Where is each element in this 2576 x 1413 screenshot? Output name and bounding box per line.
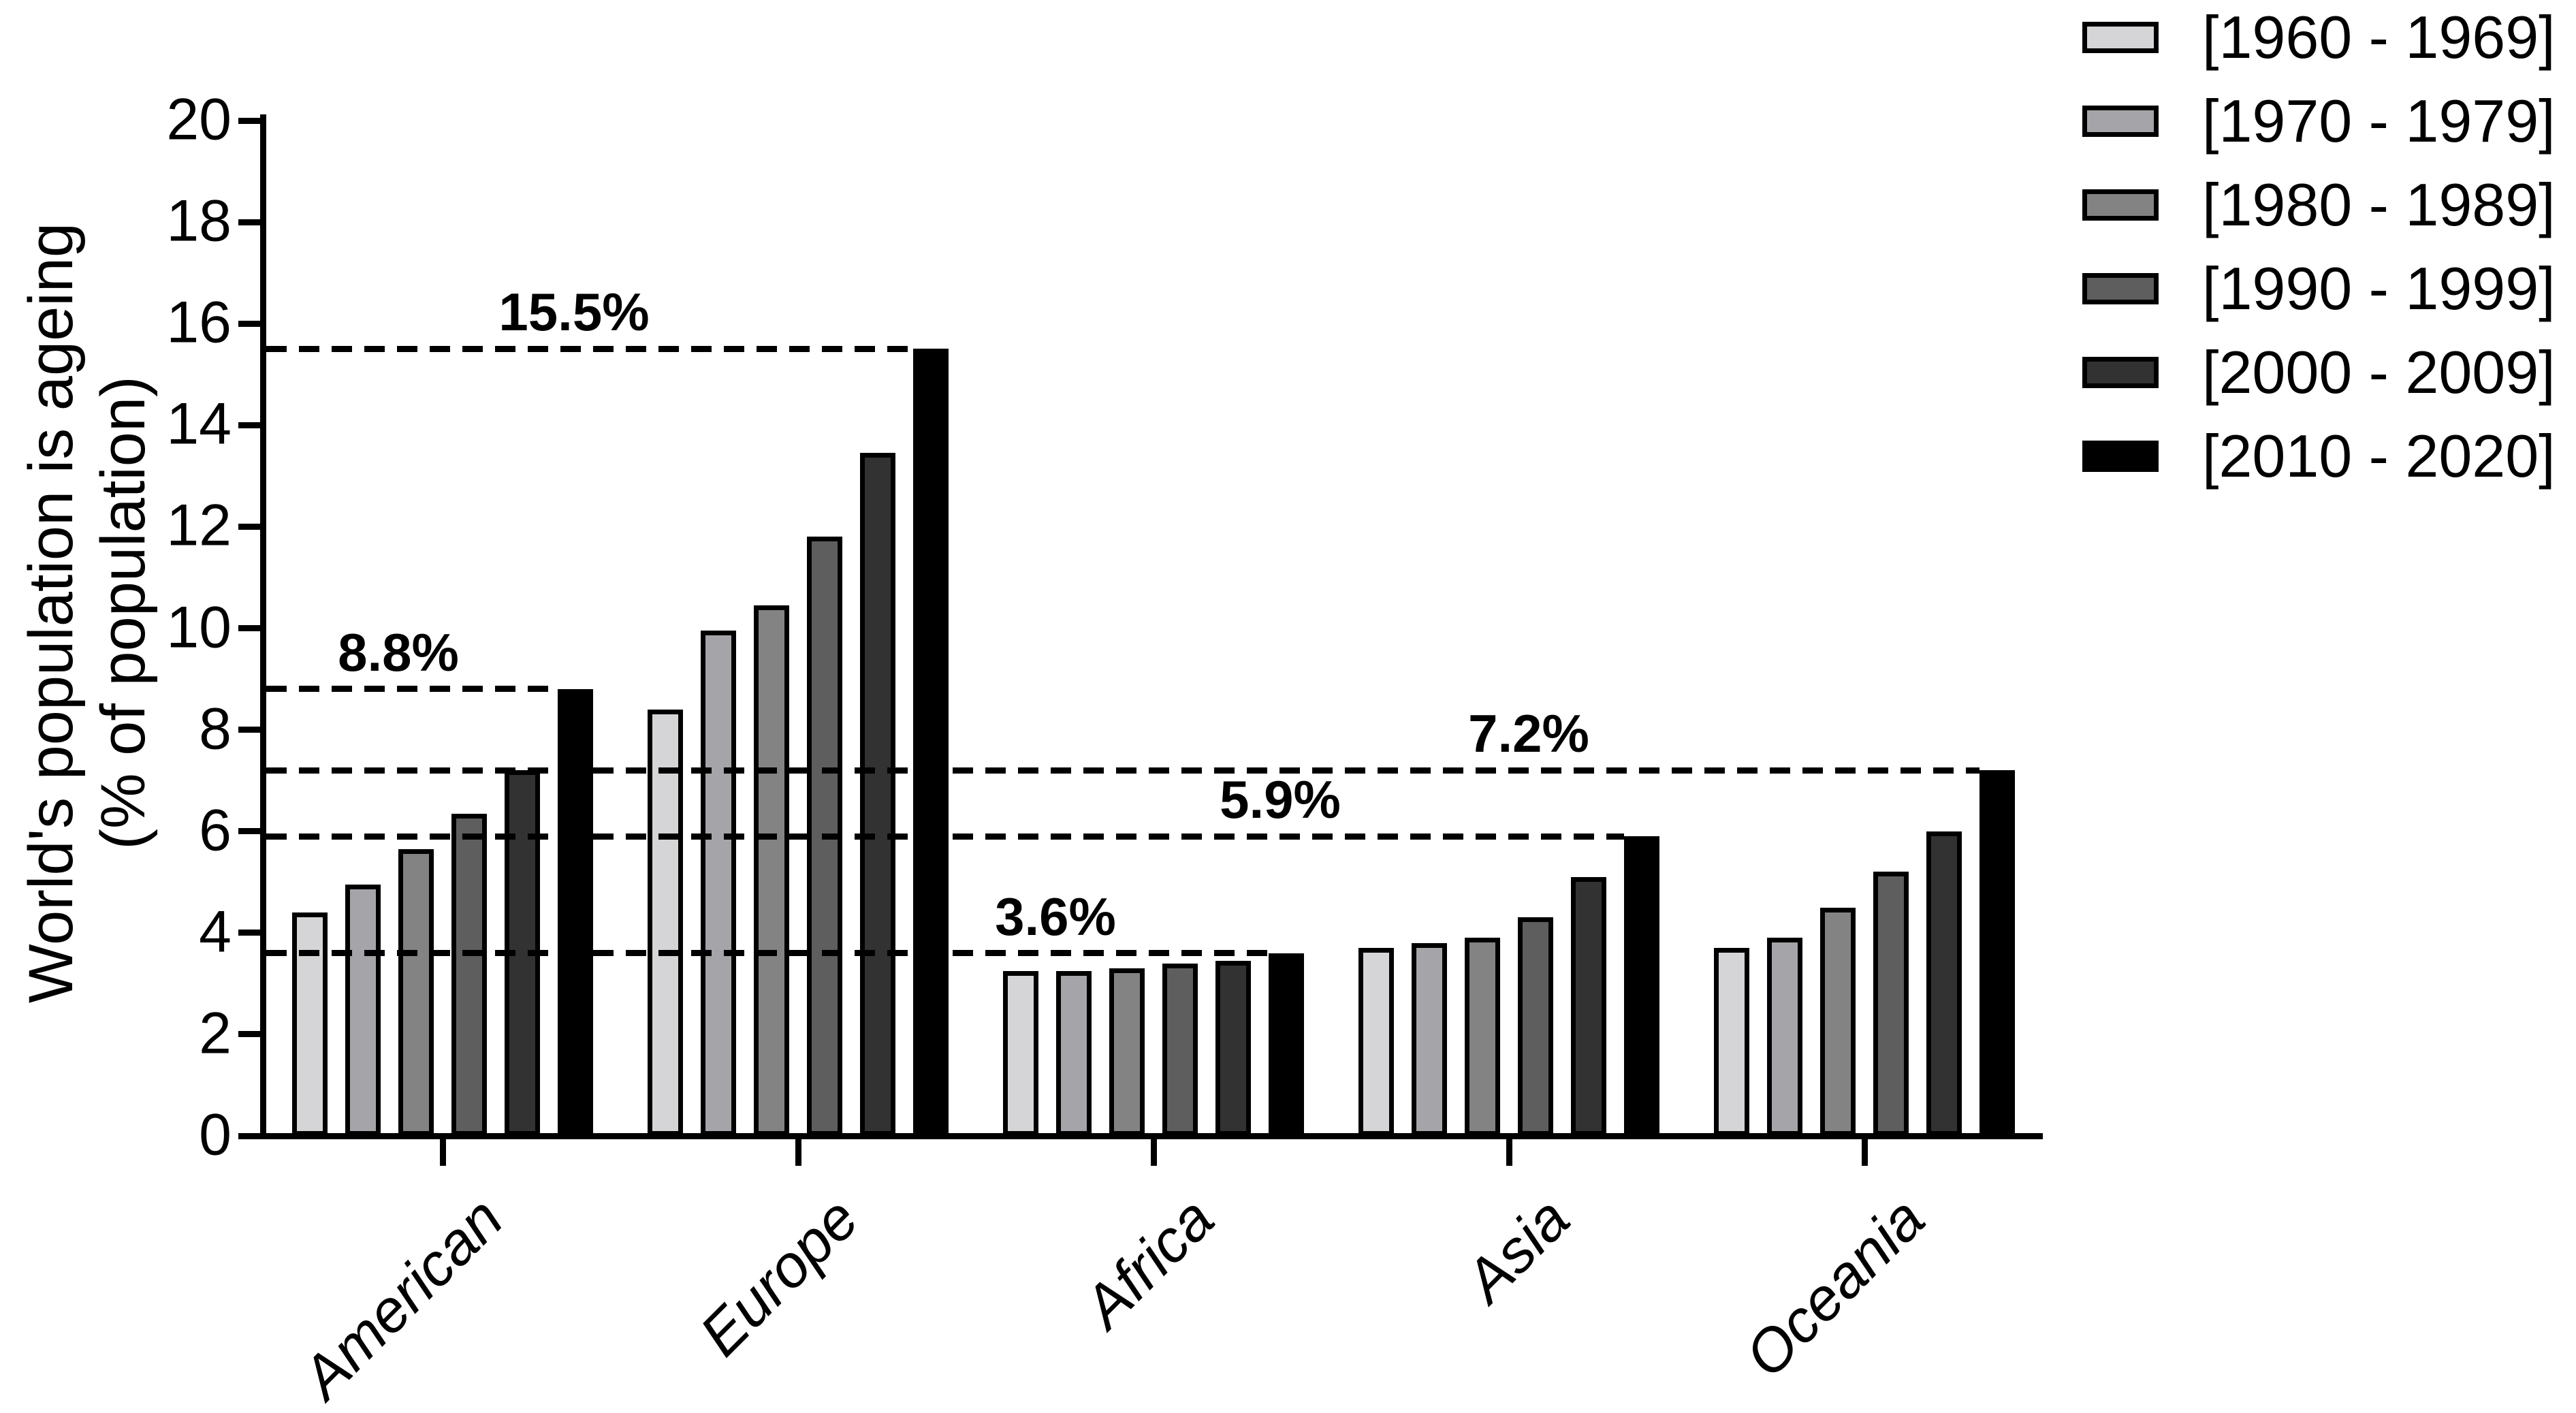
bar-american-1960s bbox=[292, 912, 328, 1136]
y-tick-mark bbox=[238, 117, 266, 124]
annotation-15.5%: 15.5% bbox=[498, 282, 650, 343]
bar-asia-2000s bbox=[1571, 876, 1606, 1136]
x-category-label-asia: Asia bbox=[1452, 1184, 1583, 1315]
y-tick-mark bbox=[238, 523, 266, 530]
bar-american-1970s bbox=[345, 884, 381, 1136]
bar-asia-2010s bbox=[1624, 836, 1659, 1136]
y-tick-label: 0 bbox=[199, 1102, 232, 1168]
bar-oceania-1970s bbox=[1767, 938, 1802, 1136]
bar-american-1980s bbox=[398, 848, 434, 1136]
y-tick-mark bbox=[238, 625, 266, 631]
legend-item: [1960 - 1969] bbox=[2082, 7, 2556, 68]
dashed-line-3.6% bbox=[266, 950, 1269, 957]
x-tick-mark-american bbox=[439, 1137, 446, 1166]
dashed-line-15.5% bbox=[266, 345, 913, 352]
dashed-line-8.8% bbox=[266, 686, 558, 693]
bar-africa-2010s bbox=[1269, 953, 1304, 1136]
bar-europe-1970s bbox=[701, 631, 736, 1136]
y-tick-label: 20 bbox=[166, 86, 232, 153]
bar-europe-1980s bbox=[754, 605, 789, 1136]
bar-africa-1960s bbox=[1003, 970, 1038, 1136]
bar-europe-1960s bbox=[648, 709, 683, 1136]
legend-swatch-1980s bbox=[2082, 189, 2159, 221]
bar-africa-2000s bbox=[1215, 960, 1251, 1136]
bar-oceania-1990s bbox=[1873, 872, 1909, 1136]
legend-swatch-1960s bbox=[2082, 22, 2159, 53]
dashed-line-5.9% bbox=[266, 833, 1624, 840]
y-tick-label: 16 bbox=[166, 289, 232, 355]
bar-asia-1960s bbox=[1358, 948, 1394, 1136]
legend-swatch-1970s bbox=[2082, 106, 2159, 137]
legend-item: [1990 - 1999] bbox=[2082, 258, 2556, 319]
x-category-label-oceania: Oceania bbox=[1732, 1184, 1938, 1390]
annotation-7.2%: 7.2% bbox=[1468, 703, 1589, 764]
legend-swatch-2000s bbox=[2082, 357, 2159, 388]
y-tick-mark bbox=[238, 828, 266, 835]
x-tick-mark-europe bbox=[795, 1137, 801, 1166]
bar-american-1990s bbox=[451, 813, 487, 1136]
x-tick-mark-oceania bbox=[1861, 1137, 1868, 1166]
bar-europe-2010s bbox=[913, 349, 949, 1136]
bar-europe-2000s bbox=[860, 453, 895, 1136]
bar-american-2010s bbox=[558, 688, 593, 1136]
y-tick-label: 4 bbox=[199, 899, 232, 965]
y-tick-mark bbox=[238, 727, 266, 733]
legend-item: [1980 - 1989] bbox=[2082, 174, 2556, 236]
y-tick-mark bbox=[238, 320, 266, 327]
y-tick-mark bbox=[238, 219, 266, 225]
bar-africa-1970s bbox=[1056, 970, 1092, 1136]
y-tick-label: 8 bbox=[199, 695, 232, 761]
y-tick-label: 2 bbox=[199, 1000, 232, 1066]
bar-africa-1990s bbox=[1162, 963, 1198, 1136]
bar-oceania-2010s bbox=[1979, 770, 2015, 1136]
legend-item: [2000 - 2009] bbox=[2082, 342, 2556, 403]
legend-label: [1980 - 1989] bbox=[2202, 171, 2556, 238]
x-tick-mark-asia bbox=[1506, 1137, 1512, 1166]
y-axis-title-line1: World's population is ageing bbox=[16, 222, 86, 1004]
annotation-8.8%: 8.8% bbox=[338, 622, 459, 682]
y-tick-mark bbox=[238, 930, 266, 936]
x-axis-line bbox=[260, 1133, 2043, 1139]
bar-asia-1990s bbox=[1518, 917, 1553, 1136]
dashed-line-7.2% bbox=[266, 767, 1979, 774]
bar-oceania-1980s bbox=[1820, 907, 1856, 1136]
bar-asia-1980s bbox=[1465, 938, 1500, 1136]
x-category-label-europe: Europe bbox=[686, 1184, 872, 1369]
x-category-label-africa: Africa bbox=[1070, 1184, 1227, 1341]
bar-africa-1980s bbox=[1109, 968, 1145, 1136]
y-tick-label: 6 bbox=[199, 797, 232, 863]
annotation-3.6%: 3.6% bbox=[995, 886, 1116, 947]
legend-item: [1970 - 1979] bbox=[2082, 91, 2556, 152]
y-tick-label: 14 bbox=[166, 391, 232, 457]
bar-oceania-2000s bbox=[1926, 831, 1962, 1136]
legend-label: [2000 - 2009] bbox=[2202, 338, 2556, 406]
x-category-label-american: American bbox=[289, 1184, 516, 1411]
y-tick-label: 18 bbox=[166, 188, 232, 254]
legend-item: [2010 - 2020] bbox=[2082, 426, 2556, 487]
legend-label: [1970 - 1979] bbox=[2202, 87, 2556, 155]
bar-asia-1970s bbox=[1412, 942, 1447, 1136]
legend-label: [1960 - 1969] bbox=[2202, 3, 2556, 71]
legend-swatch-2010s bbox=[2082, 441, 2159, 472]
legend-label: [1990 - 1999] bbox=[2202, 255, 2556, 322]
y-tick-label: 12 bbox=[166, 492, 232, 558]
annotation-5.9%: 5.9% bbox=[1220, 769, 1341, 830]
y-tick-mark bbox=[238, 1031, 266, 1038]
y-tick-mark bbox=[238, 1132, 266, 1139]
bar-oceania-1960s bbox=[1714, 948, 1749, 1136]
x-tick-mark-africa bbox=[1150, 1137, 1157, 1166]
y-tick-mark bbox=[238, 422, 266, 428]
y-tick-label: 10 bbox=[166, 594, 232, 660]
legend-label: [2010 - 2020] bbox=[2202, 422, 2556, 490]
legend-swatch-1990s bbox=[2082, 273, 2159, 304]
